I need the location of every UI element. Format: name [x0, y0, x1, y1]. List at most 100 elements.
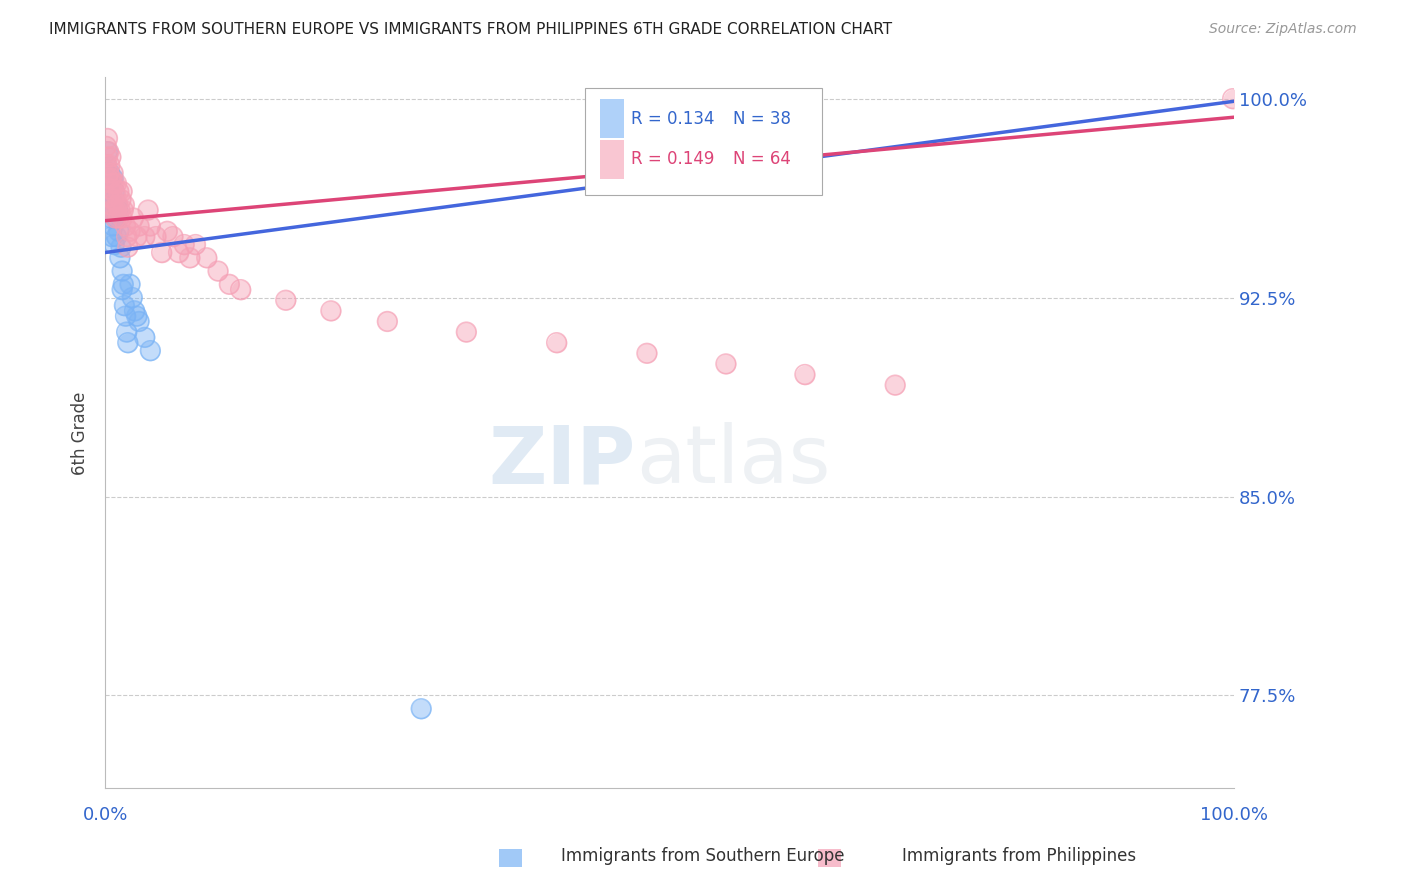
Point [218, 277, 240, 292]
Point [884, 378, 907, 392]
Point [134, 330, 156, 344]
Point [1222, 92, 1244, 106]
Point [112, 202, 135, 217]
Point [125, 309, 148, 323]
FancyBboxPatch shape [599, 140, 624, 178]
Point [793, 368, 815, 382]
Point [96, 139, 118, 153]
Point [134, 330, 156, 344]
Text: Source: ZipAtlas.com: Source: ZipAtlas.com [1209, 22, 1357, 37]
Point [111, 283, 134, 297]
Point [100, 198, 122, 212]
Point [115, 325, 138, 339]
Point [96, 171, 118, 186]
Point [118, 224, 141, 238]
Point [103, 177, 125, 191]
Point [117, 240, 139, 254]
Point [107, 185, 129, 199]
Point [112, 277, 135, 292]
Point [98, 166, 121, 180]
Point [207, 264, 229, 278]
Point [105, 202, 128, 217]
Point [195, 251, 218, 265]
Point [103, 185, 125, 199]
Text: 100.0%: 100.0% [1199, 806, 1268, 824]
Point [96, 150, 118, 164]
Point [101, 229, 124, 244]
Point [103, 202, 125, 217]
Point [125, 309, 148, 323]
Point [114, 219, 136, 233]
Point [110, 240, 132, 254]
Point [98, 158, 121, 172]
Point [636, 346, 658, 360]
Point [162, 229, 184, 244]
Point [107, 202, 129, 217]
Point [134, 229, 156, 244]
Point [115, 229, 138, 244]
Text: 0.0%: 0.0% [83, 806, 128, 824]
Point [110, 193, 132, 207]
Text: N = 38: N = 38 [733, 110, 790, 128]
Point [97, 169, 120, 183]
Text: Immigrants from Southern Europe: Immigrants from Southern Europe [561, 847, 845, 865]
Text: R = 0.134: R = 0.134 [631, 110, 714, 128]
Point [111, 264, 134, 278]
Point [100, 150, 122, 164]
Point [112, 198, 135, 212]
Point [107, 202, 129, 217]
Point [97, 202, 120, 217]
Point [96, 131, 118, 145]
Point [117, 335, 139, 350]
Point [122, 211, 145, 225]
Point [107, 224, 129, 238]
Point [117, 335, 139, 350]
Point [114, 309, 136, 323]
Point [98, 158, 121, 172]
Point [100, 177, 122, 191]
Point [114, 219, 136, 233]
Point [104, 211, 127, 225]
Point [96, 158, 118, 172]
Point [105, 177, 128, 191]
Point [100, 198, 122, 212]
Point [96, 158, 118, 172]
Point [111, 185, 134, 199]
Text: Immigrants from Philippines: Immigrants from Philippines [903, 847, 1136, 865]
Point [173, 237, 195, 252]
Point [107, 211, 129, 225]
Point [111, 211, 134, 225]
Point [101, 177, 124, 191]
Point [111, 264, 134, 278]
Text: ZIP: ZIP [488, 422, 636, 500]
Point [97, 166, 120, 180]
Point [105, 198, 128, 212]
Point [108, 202, 131, 217]
Point [162, 229, 184, 244]
Point [105, 198, 128, 212]
Text: atlas: atlas [636, 422, 830, 500]
Point [377, 314, 399, 328]
Point [117, 240, 139, 254]
Point [121, 291, 143, 305]
Point [105, 229, 128, 244]
Point [101, 171, 124, 186]
Point [128, 219, 150, 233]
Point [121, 291, 143, 305]
Point [128, 219, 150, 233]
Point [134, 229, 156, 244]
Point [229, 283, 252, 297]
Point [184, 237, 207, 252]
Point [101, 190, 124, 204]
Point [97, 185, 120, 199]
Point [97, 185, 120, 199]
Point [103, 185, 125, 199]
Point [107, 211, 129, 225]
Point [111, 185, 134, 199]
Point [1222, 92, 1244, 106]
Point [139, 219, 162, 233]
Point [107, 198, 129, 212]
Point [112, 198, 135, 212]
Point [107, 185, 129, 199]
Point [97, 169, 120, 183]
